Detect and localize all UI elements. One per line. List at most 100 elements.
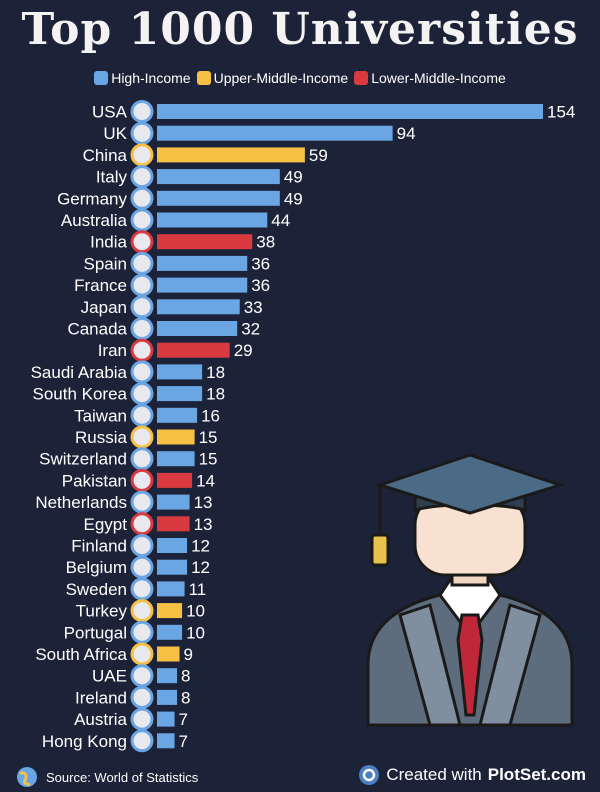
bar-france xyxy=(157,277,248,293)
globe-icon xyxy=(17,767,37,787)
value-label-taiwan: 16 xyxy=(201,406,220,425)
bar-uae xyxy=(157,668,178,684)
bar-pakistan xyxy=(157,472,193,488)
bar-china xyxy=(157,147,305,163)
flag-icon-saudi-arabia xyxy=(130,360,154,384)
category-label-australia: Australia xyxy=(61,211,128,230)
value-label-ireland: 8 xyxy=(181,688,190,707)
category-label-sweden: Sweden xyxy=(66,580,127,599)
category-label-pakistan: Pakistan xyxy=(62,471,127,490)
flag-icon-usa xyxy=(130,100,154,123)
flag-icon-finland xyxy=(130,534,154,557)
category-label-egypt: Egypt xyxy=(84,515,128,534)
gown-stole-right xyxy=(478,603,542,727)
bar-turkey xyxy=(157,603,183,619)
flag-icon-india xyxy=(130,230,154,254)
flag-icon-spain xyxy=(130,251,154,275)
flag-icon-switzerland xyxy=(130,447,154,471)
flag-icon-sweden xyxy=(130,577,154,601)
value-label-uk: 94 xyxy=(397,124,416,143)
category-label-netherlands: Netherlands xyxy=(35,493,127,512)
value-label-india: 38 xyxy=(256,233,275,252)
bar-usa xyxy=(157,104,543,119)
graduate-illustration xyxy=(366,453,574,727)
category-label-switzerland: Switzerland xyxy=(39,450,127,469)
flag-icon-italy xyxy=(130,165,154,189)
chart-title: Top 1000 Universities xyxy=(21,4,579,55)
value-label-iran: 29 xyxy=(234,341,253,360)
category-label-saudi-arabia: Saudi Arabia xyxy=(31,363,128,382)
value-label-sweden: 11 xyxy=(189,580,207,599)
bar-finland xyxy=(157,538,188,553)
bar-taiwan xyxy=(157,407,198,423)
bar-russia xyxy=(157,429,195,445)
flag-icon-china xyxy=(130,143,154,167)
value-label-turkey: 10 xyxy=(186,602,205,621)
flag-icon-germany xyxy=(130,186,154,210)
flag-icon-egypt xyxy=(130,512,154,536)
bar-ireland xyxy=(157,689,178,705)
legend-item-lower-middle-income: Lower-Middle-Income xyxy=(354,70,506,86)
source-text: Source: World of Statistics xyxy=(46,769,199,785)
bars-group: USA 154 UK 94 China 59 Italy 49 Germany 49 Austral… xyxy=(31,100,575,753)
flag-icon-uk xyxy=(130,121,154,145)
bar-spain xyxy=(157,255,248,271)
category-label-usa: USA xyxy=(92,103,128,122)
bar-germany xyxy=(157,190,280,206)
value-label-austria: 7 xyxy=(179,710,188,729)
flag-icon-uae xyxy=(130,664,154,688)
category-label-italy: Italy xyxy=(96,168,128,187)
flag-icon-pakistan xyxy=(130,468,154,492)
category-label-south-africa: South Africa xyxy=(35,645,127,664)
flag-icon-ireland xyxy=(130,685,154,709)
flag-icon-canada xyxy=(130,317,154,340)
category-label-canada: Canada xyxy=(67,320,127,339)
category-label-france: France xyxy=(74,276,127,295)
value-label-italy: 49 xyxy=(284,168,303,187)
value-label-japan: 33 xyxy=(244,298,263,317)
bar-australia xyxy=(157,212,268,228)
category-label-austria: Austria xyxy=(74,710,127,729)
value-label-pakistan: 14 xyxy=(196,471,215,490)
category-label-turkey: Turkey xyxy=(76,602,128,621)
credit-brand: PlotSet.com xyxy=(487,765,586,784)
value-label-australia: 44 xyxy=(271,211,290,230)
flag-icon-south-korea xyxy=(130,382,154,406)
category-label-india: India xyxy=(90,233,127,252)
bar-sweden xyxy=(157,581,185,597)
gown-stole-left xyxy=(398,603,462,727)
bar-south-korea xyxy=(157,386,203,402)
flag-icon-netherlands xyxy=(130,490,154,514)
value-label-south-korea: 18 xyxy=(206,385,225,404)
value-label-belgium: 12 xyxy=(191,558,210,577)
value-label-canada: 32 xyxy=(241,320,260,339)
legend-item-high-income: High-Income xyxy=(94,70,191,86)
bar-netherlands xyxy=(157,494,190,510)
bar-japan xyxy=(157,299,240,315)
value-label-germany: 49 xyxy=(284,189,303,208)
bar-canada xyxy=(157,321,238,336)
tassel xyxy=(370,533,390,567)
category-label-japan: Japan xyxy=(81,298,127,317)
legend-label-upper-middle-income: Upper-Middle-Income xyxy=(213,70,349,86)
value-label-hong-kong: 7 xyxy=(179,732,188,751)
bar-saudi-arabia xyxy=(157,364,203,380)
plotset-logo-icon xyxy=(359,765,380,785)
value-label-saudi-arabia: 18 xyxy=(206,363,225,382)
bar-india xyxy=(157,234,253,250)
category-label-iran: Iran xyxy=(98,341,127,360)
legend-swatch-high-income xyxy=(94,71,109,85)
value-label-russia: 15 xyxy=(199,428,218,447)
flag-icon-south-africa xyxy=(130,642,154,666)
flag-icon-australia xyxy=(130,208,154,232)
bar-south-africa xyxy=(157,646,180,662)
value-label-portugal: 10 xyxy=(186,623,205,642)
bar-iran xyxy=(157,342,230,358)
flag-icon-iran xyxy=(130,338,154,362)
flag-icon-hong-kong xyxy=(130,729,154,753)
category-label-belgium: Belgium xyxy=(66,558,127,577)
category-label-taiwan: Taiwan xyxy=(74,406,127,425)
value-label-spain: 36 xyxy=(251,254,270,273)
category-label-portugal: Portugal xyxy=(64,623,127,642)
